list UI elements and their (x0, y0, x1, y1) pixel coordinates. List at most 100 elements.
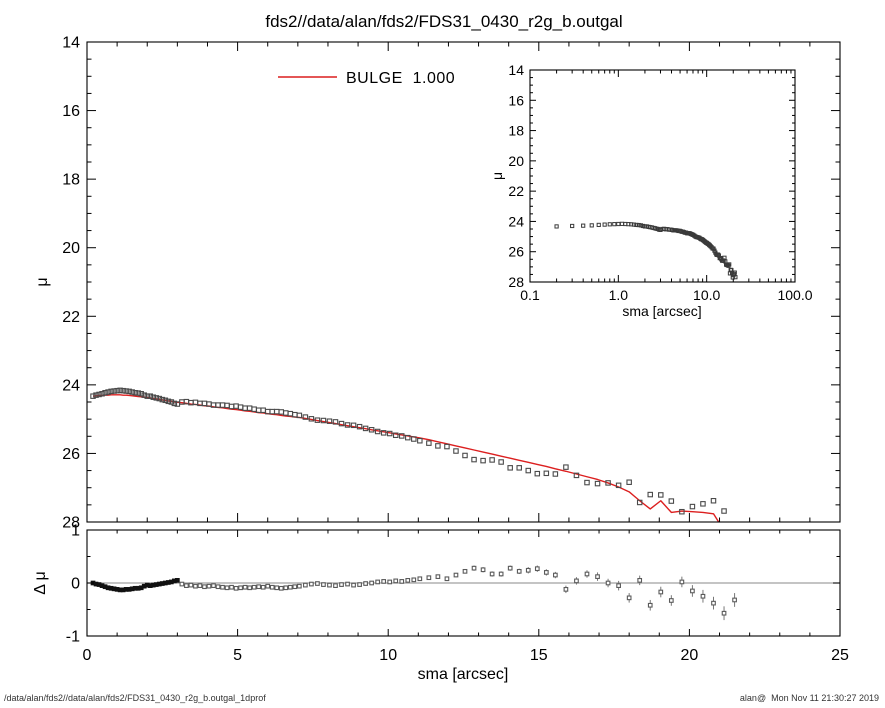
data-point (111, 388, 117, 394)
residual-point (303, 582, 308, 588)
inset-data-point (733, 275, 738, 280)
data-point (144, 393, 150, 399)
data-point (126, 388, 132, 395)
tick-label: 28 (62, 515, 80, 532)
inset-data-point (570, 223, 575, 229)
tick-label: 28 (508, 274, 524, 290)
residual-point (721, 610, 727, 616)
residual-point (399, 579, 405, 584)
data-point (283, 410, 289, 416)
residual-point (242, 584, 248, 590)
data-point (338, 420, 345, 427)
residual-point (369, 580, 374, 586)
data-point (269, 408, 275, 415)
residual-point (357, 582, 362, 587)
data-point (150, 394, 157, 400)
tick-label: 26 (508, 244, 524, 260)
residual-point (224, 585, 230, 591)
residual-point (269, 584, 275, 590)
data-point (278, 409, 285, 415)
data-point (114, 387, 120, 394)
x-axis-label: sma [arcsec] (418, 666, 509, 683)
data-point (102, 389, 108, 396)
tick-label: 18 (508, 123, 524, 139)
inset-data-point (732, 270, 737, 275)
residual-point (229, 584, 234, 590)
residual-point (444, 576, 450, 582)
residual-point (251, 584, 257, 590)
residual-point (315, 581, 320, 586)
residual-point (202, 584, 207, 590)
residual-point (309, 581, 314, 587)
residual-point (296, 583, 302, 589)
residual-point (215, 584, 221, 590)
residual-point (381, 579, 387, 584)
data-point (147, 393, 154, 399)
tick-label: 24 (508, 213, 524, 229)
footer-file-path: /data/alan/fds2//data/alan/fds2/FDS31_04… (4, 693, 266, 703)
residual-point (553, 572, 558, 578)
residual-point (220, 584, 225, 590)
residual-point (327, 582, 332, 588)
residual-point (637, 577, 643, 583)
data-point (471, 456, 477, 463)
data-point (120, 387, 126, 394)
bulge-model-line (92, 394, 720, 522)
data-point (251, 406, 257, 412)
tick-label: 18 (62, 172, 80, 189)
data-point (462, 452, 468, 459)
residual-point (471, 565, 477, 571)
data-point (658, 492, 664, 498)
residual-point (516, 568, 522, 574)
data-point (344, 422, 351, 428)
data-point (668, 498, 675, 504)
residual-point (247, 585, 252, 591)
residual-point (375, 579, 381, 585)
data-point (368, 427, 375, 433)
residual-point (679, 579, 685, 585)
tick-label: 15 (530, 647, 548, 664)
tick-label: 0 (71, 576, 80, 593)
data-point (302, 414, 309, 420)
residual-point (265, 583, 271, 589)
residual-point (411, 577, 417, 583)
tick-label: 1.0 (609, 287, 629, 303)
residual-point (690, 588, 695, 594)
inset-data-point (612, 222, 617, 227)
tick-label: 20 (62, 240, 80, 257)
data-point (392, 432, 399, 439)
residual-point (435, 574, 441, 579)
data-point (710, 497, 717, 504)
residual-point (238, 585, 243, 591)
data-point (171, 400, 178, 407)
data-point (543, 470, 550, 477)
inset-plot-frame (529, 69, 796, 283)
tick-label: 24 (62, 377, 80, 394)
data-point (308, 416, 315, 422)
tick-label: 0 (83, 647, 92, 664)
residual-point (574, 578, 579, 584)
residual-point (292, 584, 298, 590)
data-point (615, 482, 622, 489)
data-point (417, 437, 423, 444)
tick-label: 20 (508, 153, 524, 169)
residual-point (283, 585, 289, 591)
residual-point (321, 582, 326, 587)
residual-point (339, 582, 344, 587)
residual-point (206, 583, 212, 589)
data-point (219, 402, 226, 408)
tick-label: -1 (66, 629, 80, 646)
data-point (721, 508, 727, 514)
inset-data-point (631, 222, 636, 227)
inset-data-point (589, 223, 594, 228)
tick-label: 14 (508, 62, 524, 78)
residual-point (732, 597, 737, 603)
residual-point (175, 577, 180, 583)
inset-x-axis-label: sma [arcsec] (622, 303, 701, 319)
tick-label: 1 (71, 523, 80, 540)
residual-point (188, 582, 194, 588)
data-point (228, 403, 235, 410)
tick-label: 22 (508, 183, 524, 199)
residual-point (426, 575, 432, 581)
data-point (165, 398, 172, 405)
